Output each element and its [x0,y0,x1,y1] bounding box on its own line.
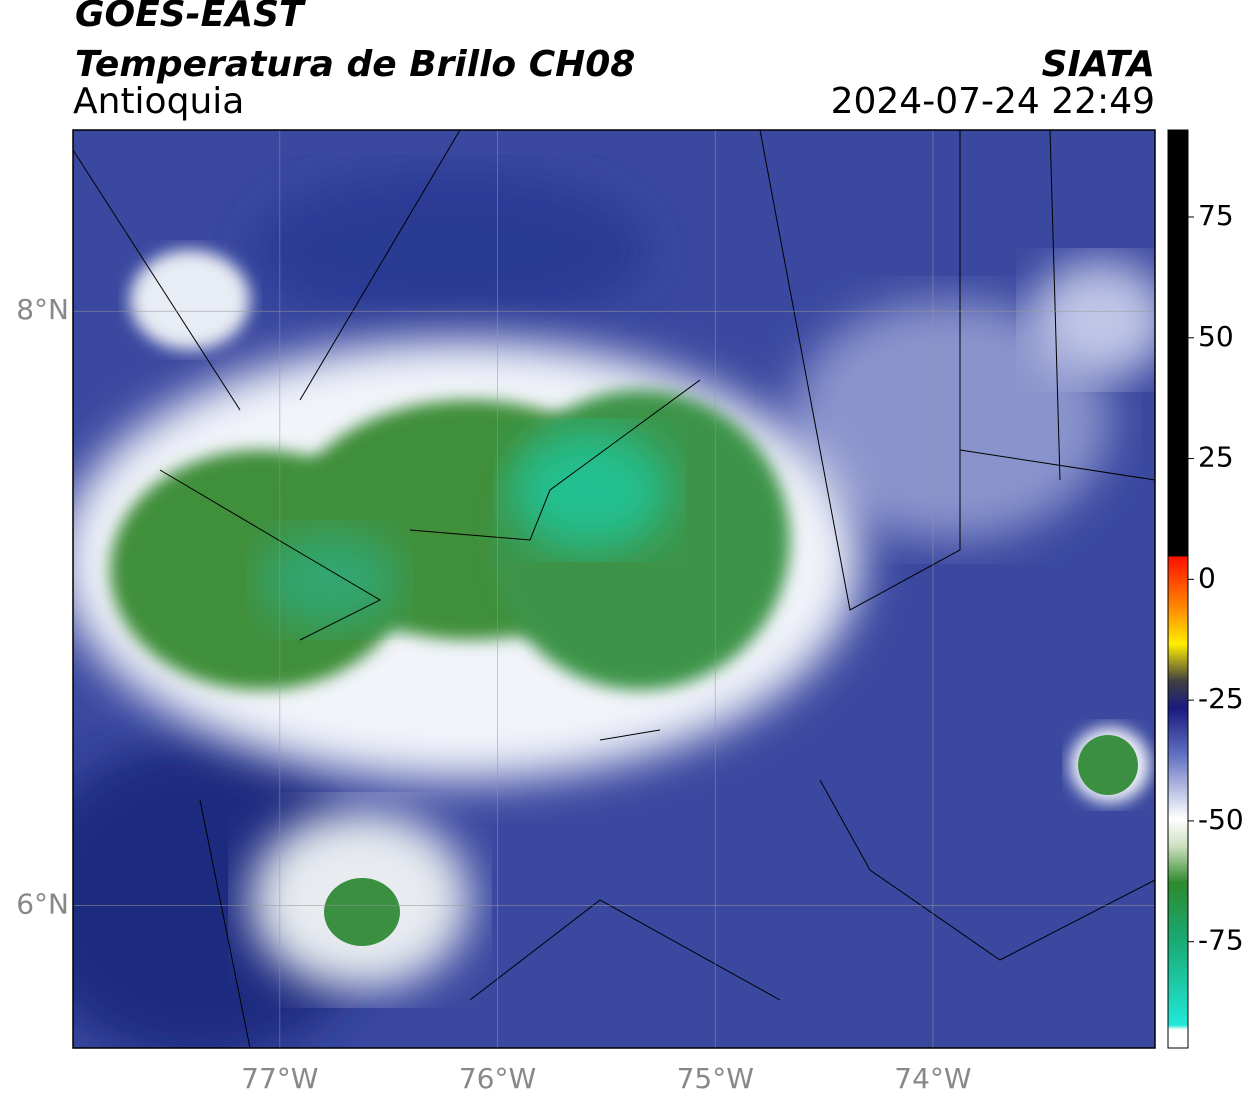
colorbar-tick-label: 50 [1198,320,1234,353]
lat-tick-label: 6°N [16,887,69,920]
lat-tick-label: 8°N [16,293,69,326]
lon-tick-label: 77°W [241,1062,318,1095]
lon-tick-label: 75°W [677,1062,754,1095]
colorbar-tick-label: 75 [1198,199,1234,232]
colorbar-tick-label: 0 [1198,561,1216,594]
satellite-image [73,130,1155,1048]
region: Antioquia [73,81,244,122]
colorbar-tick-label: -50 [1198,803,1244,836]
colorbar-tick-label: 25 [1198,441,1234,474]
title: GOES-EAST [75,0,306,35]
datetime: 2024-07-24 22:49 [831,81,1155,122]
map-frame [72,129,1156,1049]
source: SIATA [1042,44,1155,85]
colorbar [1167,129,1189,1049]
subtitle: Temperatura de Brillo CH08 [75,44,635,85]
lon-tick-label: 74°W [894,1062,971,1095]
colorbar-tick-label: -75 [1198,924,1244,957]
colorbar-tick-label: -25 [1198,682,1244,715]
lon-tick-label: 76°W [459,1062,536,1095]
